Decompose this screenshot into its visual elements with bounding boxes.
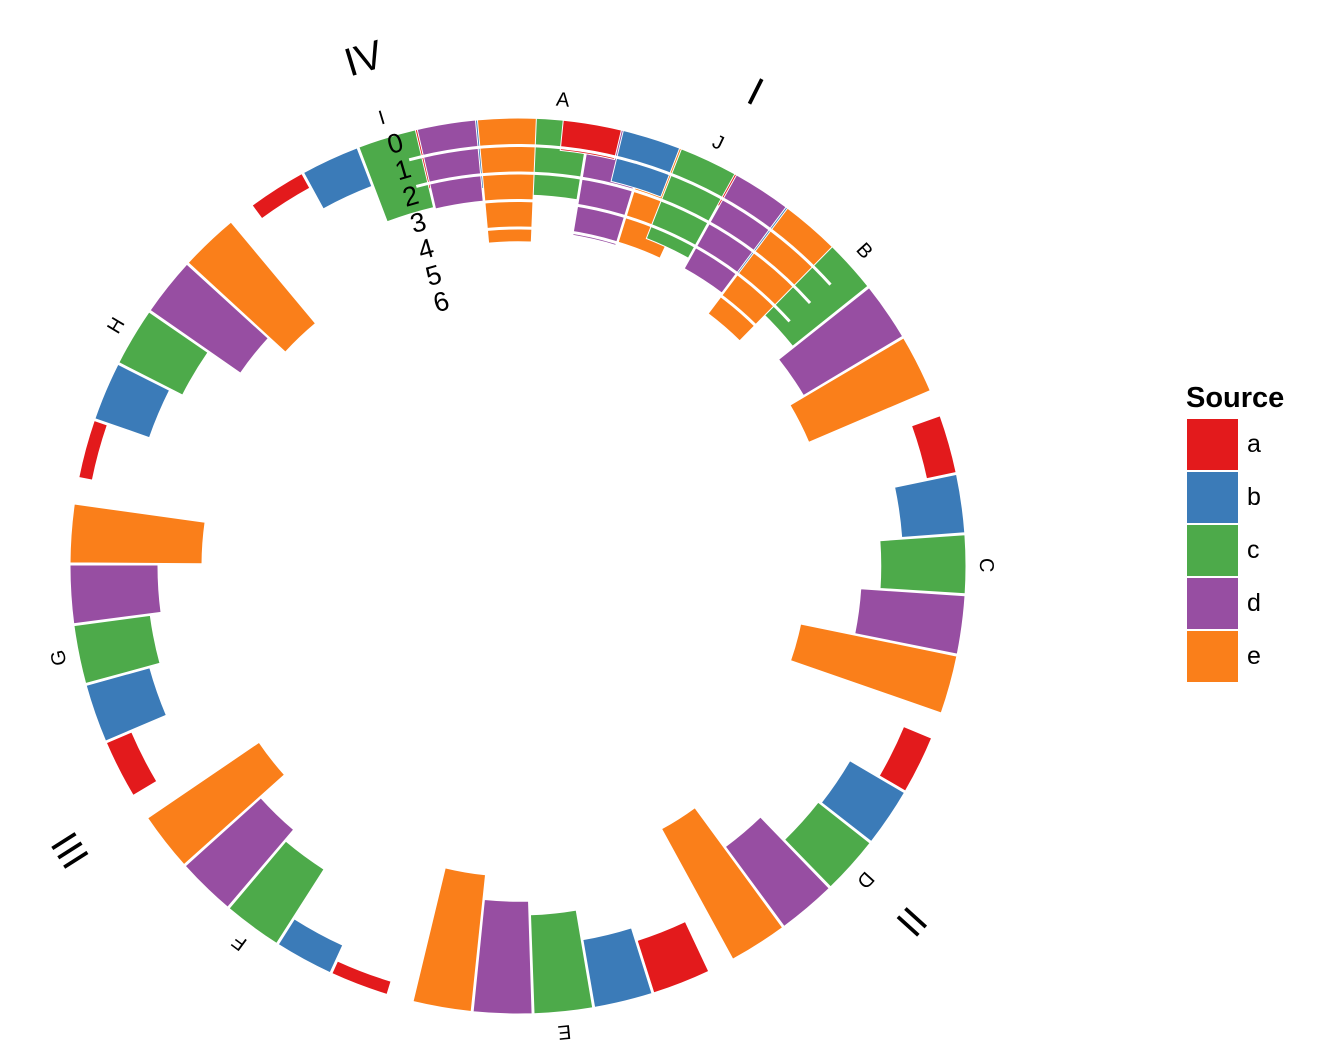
segment-label-B: B [852, 239, 877, 264]
segment-label-H: H [103, 314, 129, 338]
ring-line-5 [437, 254, 750, 360]
bar-H-c [118, 311, 209, 396]
bar-D-b [820, 760, 906, 843]
bar-E-d [472, 899, 533, 1015]
legend-item-a: a [1186, 418, 1284, 471]
bar-C-c [879, 534, 967, 595]
bar-H-d [149, 263, 269, 374]
ring-line-3 [423, 199, 791, 323]
bar-J-e [707, 207, 833, 342]
bar-C-d [854, 588, 966, 655]
bar-G-e [69, 503, 206, 565]
legend-label-b: b [1247, 483, 1261, 511]
bar-H-b [94, 363, 171, 439]
legend-item-b: b [1186, 471, 1284, 524]
segment-label-I: I [376, 107, 388, 130]
bar-I-b [302, 147, 373, 210]
ring-line-1 [408, 144, 832, 286]
bar-C-b [894, 473, 966, 539]
bars-layer [69, 117, 967, 1015]
bar-J-c [645, 148, 736, 259]
ring-lines-layer [408, 144, 832, 378]
segment-label-F: F [228, 930, 251, 955]
bar-H-e [187, 221, 317, 353]
bar-F-d [184, 797, 295, 908]
bar-F-b [277, 918, 344, 974]
segment-label-A: A [555, 89, 571, 112]
bar-C-a [910, 415, 957, 480]
segment-label-E: E [557, 1020, 572, 1043]
legend-label-a: a [1247, 430, 1261, 458]
ring-line-4 [430, 226, 771, 341]
bar-B-d [777, 287, 904, 397]
bar-E-a [636, 920, 710, 994]
bar-G-a [105, 731, 158, 797]
segment-label-G: G [47, 648, 72, 668]
segment-label-J: J [709, 131, 727, 155]
bar-D-a [878, 725, 933, 792]
bar-G-c [73, 614, 161, 685]
bar-H-a [78, 419, 108, 481]
bar-G-d [69, 564, 162, 625]
ring-line-6 [444, 281, 730, 378]
group-label-III: III [43, 824, 98, 876]
bar-B-e [789, 337, 931, 443]
bar-C-e [789, 623, 958, 714]
bar-F-a [331, 960, 392, 996]
segment-label-D: D [852, 867, 878, 892]
group-label-I: I [740, 70, 770, 114]
bar-I-e [476, 117, 537, 244]
bar-D-d [724, 816, 830, 928]
group-label-IV: IV [339, 32, 388, 85]
legend-label-e: e [1247, 642, 1261, 670]
legend-swatch-c [1186, 524, 1239, 577]
bar-E-b [582, 927, 653, 1008]
group-label-II: II [887, 898, 935, 944]
legend-swatch-d [1186, 577, 1239, 630]
bar-G-b [85, 667, 168, 742]
legend-item-c: c [1186, 524, 1284, 577]
bar-I-a [251, 172, 311, 220]
legend-label-c: c [1247, 536, 1260, 564]
bar-E-c [529, 909, 594, 1015]
bar-J-d [683, 174, 787, 294]
legend-item-d: d [1186, 577, 1284, 630]
legend-swatch-e [1186, 630, 1239, 683]
bar-D-e [660, 806, 784, 960]
legend-item-e: e [1186, 630, 1284, 683]
legend-swatch-b [1186, 471, 1239, 524]
legend-swatch-a [1186, 418, 1239, 471]
segment-label-C: C [975, 558, 997, 572]
legend-label-d: d [1247, 589, 1261, 617]
bar-E-e [412, 867, 487, 1013]
bar-D-c [783, 801, 871, 888]
bar-F-e [146, 741, 286, 866]
ring-line-2 [415, 171, 812, 305]
bar-F-c [228, 840, 325, 945]
bar-I-c [358, 129, 435, 223]
legend-title: Source [1186, 382, 1285, 414]
